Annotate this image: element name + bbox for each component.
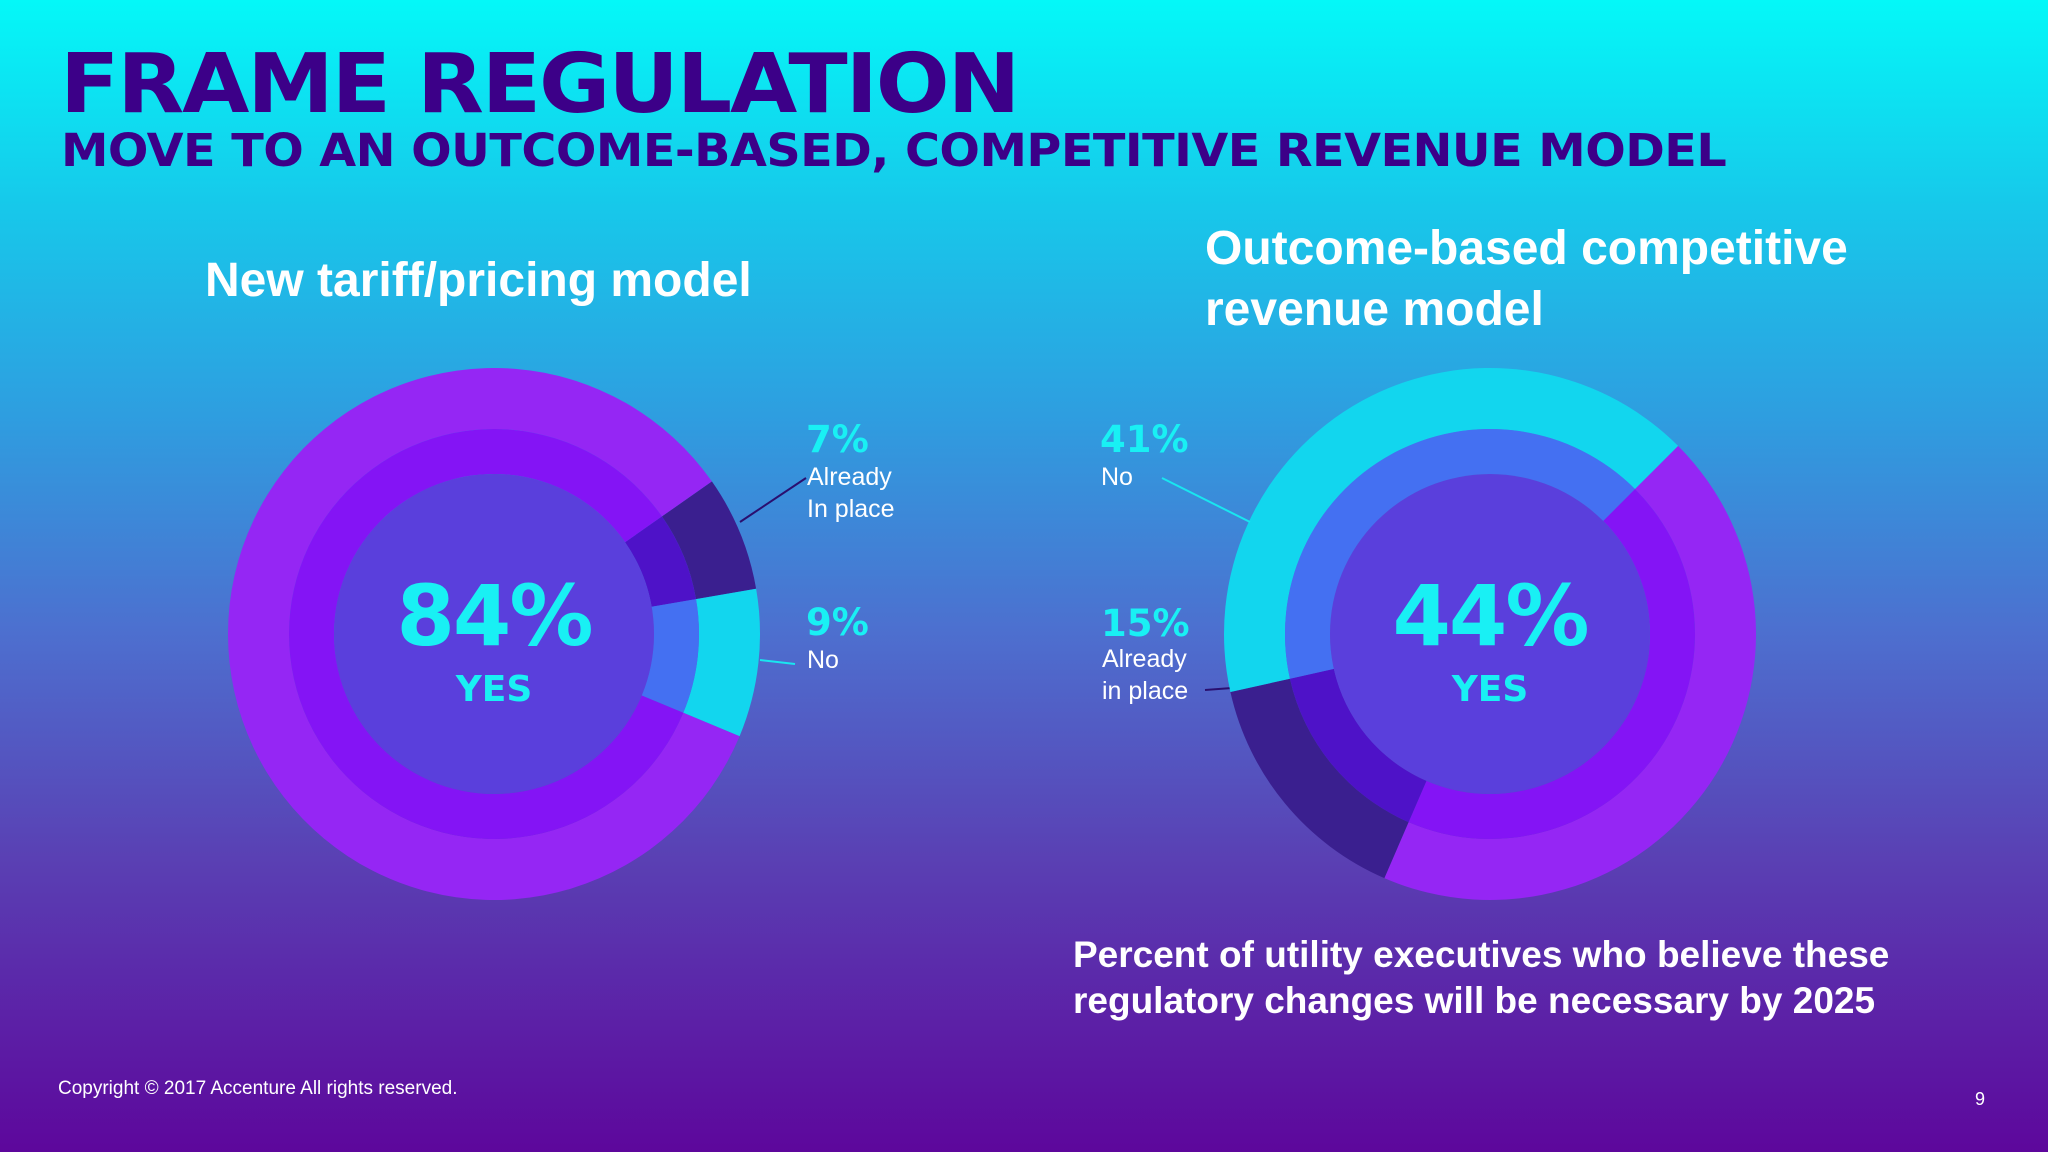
- data-label-outcome-no-text: No: [1101, 463, 1133, 491]
- leader-line-tariff-already-in-place: [739, 477, 807, 523]
- donut-segment-outcome-yes-outer: [1384, 445, 1756, 900]
- donut-segment-outcome-no-outer: [1224, 368, 1679, 693]
- chart-caption: Percent of utility executives who believ…: [1073, 934, 1890, 1021]
- page-number: 9: [1975, 1089, 1986, 1109]
- data-label-tariff-already-text: Already In place: [807, 463, 895, 523]
- donut-segment-outcome-already-in-place-inner: [1289, 668, 1427, 823]
- donut-segment-tariff-no-inner: [641, 599, 700, 713]
- data-label-outcome-no-pct: 41%: [1100, 418, 1189, 461]
- data-label-tariff-already-pct: 7%: [806, 418, 869, 461]
- page-title: FRAME REGULATION: [60, 37, 1020, 132]
- chart-title-outcome: Outcome-based competitive revenue model: [1205, 222, 1848, 336]
- donut-segment-tariff-no-outer: [683, 588, 761, 737]
- donut-segment-outcome-no-inner: [1285, 428, 1635, 679]
- donut-segment-tariff-already-in-place-outer: [661, 481, 757, 600]
- donut-segment-outcome-already-in-place-outer: [1230, 678, 1409, 879]
- page-subtitle: MOVE TO AN OUTCOME-BASED, COMPETITIVE RE…: [61, 124, 1727, 177]
- data-label-outcome-already-text: Already in place: [1102, 645, 1189, 705]
- data-label-tariff-no-text: No: [807, 646, 839, 674]
- donut-hole-outcome: [1330, 474, 1650, 794]
- donut-hole-tariff: [334, 474, 654, 794]
- data-label-tariff-no-pct: 9%: [806, 601, 869, 644]
- chart-title-tariff: New tariff/pricing model: [205, 254, 752, 307]
- leader-line-outcome-already-in-place: [1204, 687, 1233, 691]
- center-value-outcome: 44%: [1392, 567, 1589, 665]
- donut-segment-outcome-yes-inner: [1408, 489, 1696, 840]
- center-value-tariff: 84%: [396, 567, 593, 665]
- center-label-tariff: YES: [455, 669, 533, 710]
- copyright-notice: Copyright © 2017 Accenture All rights re…: [58, 1078, 458, 1099]
- leader-line-tariff-no: [759, 659, 796, 665]
- donut-segment-tariff-already-in-place-inner: [625, 516, 697, 607]
- center-label-outcome: YES: [1451, 669, 1529, 710]
- leader-line-outcome-no: [1161, 477, 1251, 523]
- data-label-outcome-already-pct: 15%: [1101, 602, 1190, 645]
